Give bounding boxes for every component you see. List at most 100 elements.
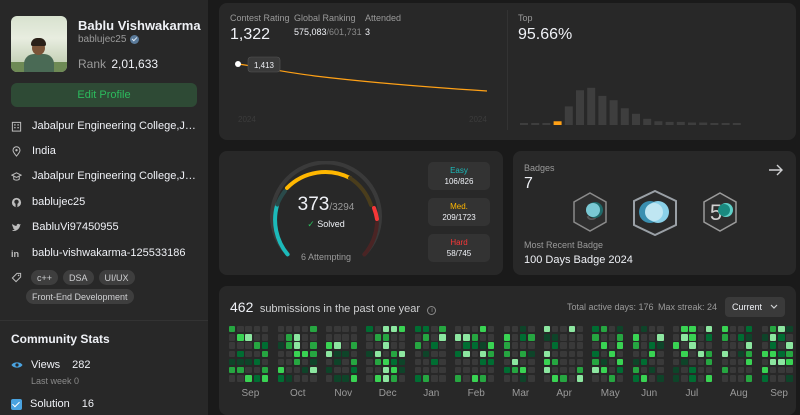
heatmap-cell[interactable] (431, 375, 438, 382)
heatmap-cell[interactable] (366, 326, 373, 333)
heatmap-cell[interactable] (414, 367, 422, 374)
heatmap-cell[interactable] (245, 350, 252, 357)
heatmap-cell[interactable] (608, 326, 616, 333)
heatmap-cell[interactable] (487, 358, 495, 366)
heatmap-cell[interactable] (600, 367, 607, 374)
heatmap-cell[interactable] (350, 326, 357, 333)
heatmap-cell[interactable] (673, 367, 680, 374)
heatmap-cell[interactable] (293, 350, 301, 357)
heatmap-cell[interactable] (229, 358, 236, 366)
heatmap-cell[interactable] (673, 358, 680, 366)
heatmap-cell[interactable] (632, 342, 640, 349)
heatmap-cell[interactable] (261, 342, 269, 349)
heatmap-cell[interactable] (681, 342, 688, 349)
heatmap-cell[interactable] (342, 334, 349, 341)
heatmap-cell[interactable] (285, 350, 293, 357)
badge-100-days-icon[interactable] (633, 190, 677, 236)
heatmap-cell[interactable] (552, 334, 559, 341)
heatmap-cell[interactable] (761, 350, 769, 357)
heatmap-cell[interactable] (439, 375, 446, 382)
heatmap-cell[interactable] (705, 358, 713, 366)
heatmap-cell[interactable] (721, 334, 728, 341)
heatmap-cell[interactable] (261, 367, 269, 374)
heatmap-cell[interactable] (503, 375, 510, 382)
info-twitter-text[interactable]: BabluVi97450955 (32, 221, 119, 233)
heatmap-cell[interactable] (245, 326, 252, 333)
heatmap-cell[interactable] (576, 358, 584, 366)
heatmap-cell[interactable] (342, 367, 349, 374)
heatmap-cell[interactable] (617, 326, 624, 333)
heatmap-cell[interactable] (737, 367, 745, 374)
heatmap-cell[interactable] (592, 358, 599, 366)
heatmap-cell[interactable] (600, 350, 607, 357)
heatmap-cell[interactable] (431, 342, 438, 349)
heatmap-cell[interactable] (729, 375, 737, 382)
heatmap-cell[interactable] (414, 342, 422, 349)
heatmap-cell[interactable] (374, 350, 381, 357)
heatmap-cell[interactable] (261, 375, 269, 382)
heatmap-cell[interactable] (552, 326, 559, 333)
heatmap-cell[interactable] (399, 334, 406, 341)
heatmap-cell[interactable] (471, 375, 478, 382)
heatmap-cell[interactable] (310, 350, 317, 357)
medium-chip[interactable]: Med. 209/1723 (428, 198, 490, 226)
heatmap-cell[interactable] (511, 326, 519, 333)
heatmap-cell[interactable] (649, 350, 656, 357)
heatmap-cell[interactable] (576, 334, 584, 341)
heatmap-cell[interactable] (617, 342, 624, 349)
heatmap-cell[interactable] (310, 334, 317, 341)
heatmap-cell[interactable] (310, 375, 317, 382)
heatmap-cell[interactable] (310, 326, 317, 333)
heatmap-cell[interactable] (729, 367, 737, 374)
heatmap-cell[interactable] (277, 342, 284, 349)
info-github-text[interactable]: bablujec25 (32, 196, 86, 208)
heatmap-cell[interactable] (471, 358, 478, 366)
heatmap-cell[interactable] (778, 342, 785, 349)
heatmap-cell[interactable] (229, 326, 236, 333)
heatmap-cell[interactable] (520, 358, 527, 366)
heatmap-cell[interactable] (778, 350, 785, 357)
heatmap-cell[interactable] (543, 375, 551, 382)
heatmap-cell[interactable] (640, 358, 648, 366)
heatmap-cell[interactable] (399, 342, 406, 349)
heatmap-cell[interactable] (414, 334, 422, 341)
heatmap-cell[interactable] (471, 350, 478, 357)
heatmap-cell[interactable] (552, 358, 559, 366)
heatmap-cell[interactable] (439, 358, 446, 366)
heatmap-cell[interactable] (350, 342, 357, 349)
heatmap-cell[interactable] (729, 350, 737, 357)
heatmap-cell[interactable] (649, 326, 656, 333)
heatmap-cell[interactable] (552, 375, 559, 382)
heatmap-cell[interactable] (568, 326, 575, 333)
heatmap-cell[interactable] (423, 342, 430, 349)
heatmap-cell[interactable] (568, 358, 575, 366)
heatmap-cell[interactable] (761, 358, 769, 366)
heatmap-cell[interactable] (778, 334, 785, 341)
heatmap-cell[interactable] (632, 367, 640, 374)
heatmap-cell[interactable] (285, 358, 293, 366)
heatmap-cell[interactable] (737, 358, 745, 366)
heatmap-cell[interactable] (617, 358, 624, 366)
heatmap-cell[interactable] (657, 334, 664, 341)
heatmap-cell[interactable] (770, 367, 777, 374)
heatmap-cell[interactable] (374, 326, 381, 333)
badge-50-days-icon[interactable]: 5 (573, 192, 607, 232)
heatmap-cell[interactable] (543, 334, 551, 341)
heatmap-cell[interactable] (592, 375, 599, 382)
heatmap-cell[interactable] (431, 326, 438, 333)
heatmap-cell[interactable] (520, 326, 527, 333)
heatmap-cell[interactable] (390, 358, 398, 366)
heatmap-cell[interactable] (245, 375, 252, 382)
heatmap-cell[interactable] (560, 326, 567, 333)
heatmap-cell[interactable] (439, 367, 446, 374)
heatmap-cell[interactable] (657, 358, 664, 366)
heatmap-cell[interactable] (350, 367, 357, 374)
heatmap-cell[interactable] (761, 375, 769, 382)
heatmap-cell[interactable] (697, 342, 704, 349)
heatmap-cell[interactable] (608, 358, 616, 366)
heatmap-cell[interactable] (552, 342, 559, 349)
heatmap-cell[interactable] (479, 367, 487, 374)
heatmap-cell[interactable] (617, 334, 624, 341)
easy-chip[interactable]: Easy 106/826 (428, 162, 490, 190)
heatmap-cell[interactable] (705, 334, 713, 341)
